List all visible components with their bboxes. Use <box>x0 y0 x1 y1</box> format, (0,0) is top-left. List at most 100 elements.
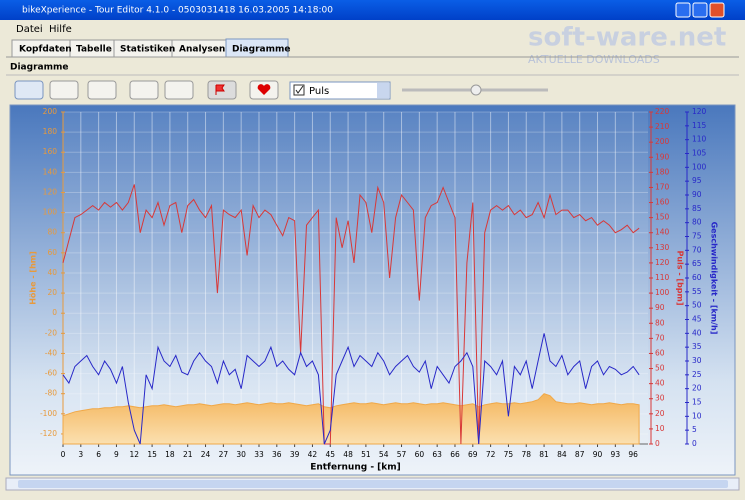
y-tick-label: 0 <box>692 439 697 448</box>
x-tick-label: 84 <box>557 450 567 459</box>
y-tick-label: 20 <box>655 409 665 418</box>
combo-arrow[interactable] <box>377 83 389 98</box>
menu-item[interactable]: Hilfe <box>49 24 72 35</box>
y-tick-label: 55 <box>692 287 702 296</box>
zoom-button[interactable] <box>14 80 44 100</box>
y-tick-label: 50 <box>655 364 665 373</box>
x-tick-label: 30 <box>236 450 246 459</box>
maximize-button[interactable] <box>692 2 708 18</box>
y-tick-label: 100 <box>692 162 707 171</box>
y-tick-label: 65 <box>692 259 702 268</box>
x-tick-label: 15 <box>147 450 157 459</box>
x-tick-label: 18 <box>165 450 175 459</box>
line <box>62 184 640 445</box>
y-axis-title: Höhe - [hm] <box>29 251 38 305</box>
toolbar: Puls <box>14 80 548 100</box>
tab-label: Analysen <box>179 45 225 55</box>
x-tick-label: 87 <box>575 450 585 459</box>
minimize-button[interactable] <box>675 2 691 18</box>
y-tick-label: 150 <box>655 213 670 222</box>
y-tick-label: 60 <box>655 348 665 357</box>
checkbox[interactable] <box>293 84 305 96</box>
x-tick-label: 69 <box>468 450 478 459</box>
y-tick-label: 80 <box>692 218 702 227</box>
y-tick-label: -60 <box>45 369 57 378</box>
y-tick-label: 180 <box>655 167 670 176</box>
area <box>62 393 640 445</box>
y-tick-label: 50 <box>692 301 702 310</box>
x-tick-label: 66 <box>450 450 460 459</box>
close-button[interactable] <box>709 2 725 18</box>
menu-item[interactable]: Datei <box>16 24 43 35</box>
y-tick-label: 80 <box>47 228 57 237</box>
y-tick-label: 120 <box>43 187 58 196</box>
x-tick-label: 42 <box>308 450 318 459</box>
combo-box[interactable] <box>289 81 391 100</box>
combo-label: Puls <box>309 86 329 97</box>
x-tick-label: 78 <box>521 450 531 459</box>
y-tick-label: -80 <box>45 389 57 398</box>
x-tick-label: 36 <box>272 450 282 459</box>
y-tick-label: 5 <box>692 425 697 434</box>
x-tick-label: 3 <box>78 450 83 459</box>
tab-label: Tabelle <box>76 45 112 55</box>
y-tick-label: 70 <box>655 333 665 342</box>
y-tick-label: -40 <box>45 348 57 357</box>
y-tick-label: 160 <box>43 147 58 156</box>
y-tick-label: 30 <box>655 394 665 403</box>
watermark-tagline: AKTUELLE DOWNLOADS <box>528 53 660 66</box>
y-tick-label: 15 <box>692 398 702 407</box>
x-tick-label: 9 <box>114 450 119 459</box>
slider-knob[interactable] <box>470 84 482 96</box>
line <box>62 333 640 445</box>
y-tick-label: 200 <box>655 137 670 146</box>
y-tick-label: 110 <box>692 135 707 144</box>
x-tick-label: 57 <box>397 450 407 459</box>
y-tick-label: -100 <box>40 409 57 418</box>
y-tick-label: 25 <box>692 370 702 379</box>
tab-label: Kopfdaten <box>19 45 72 55</box>
x-tick-label: 6 <box>96 450 101 459</box>
y-tick-label: 115 <box>692 121 707 130</box>
y2-axis-title: Puls - [bpm] <box>676 250 685 305</box>
y-tick-label: 190 <box>655 152 670 161</box>
y-tick-label: 10 <box>692 411 702 420</box>
y-tick-label: 110 <box>655 273 670 282</box>
y-tick-label: 90 <box>655 303 665 312</box>
x-tick-label: 81 <box>539 450 549 459</box>
chart: -120-100-80-60-40-2002040608010012014016… <box>29 107 719 473</box>
y-tick-label: 220 <box>655 107 670 116</box>
x-tick-label: 72 <box>486 450 496 459</box>
export-button[interactable] <box>87 80 117 100</box>
y-tick-label: 70 <box>692 245 702 254</box>
y-tick-label: 85 <box>692 204 702 213</box>
slope-button[interactable] <box>129 80 159 100</box>
x-tick-label: 12 <box>129 450 139 459</box>
y-tick-label: 100 <box>655 288 670 297</box>
y-tick-label: 180 <box>43 127 58 136</box>
y-tick-label: 45 <box>692 315 702 324</box>
y-tick-label: 20 <box>47 288 57 297</box>
map-button[interactable] <box>164 80 194 100</box>
y-tick-label: 75 <box>692 232 702 241</box>
title-bar <box>0 0 745 20</box>
y-tick-label: 40 <box>692 328 702 337</box>
y-tick-label: 120 <box>655 258 670 267</box>
print-button[interactable] <box>49 80 79 100</box>
x-tick-label: 45 <box>325 450 335 459</box>
x-tick-label: 21 <box>183 450 193 459</box>
y-tick-label: 40 <box>655 379 665 388</box>
window-title: bikeXperience - Tour Editor 4.1.0 - 0503… <box>22 6 333 16</box>
scrollbar-thumb[interactable] <box>18 480 728 488</box>
y-tick-label: 200 <box>43 107 58 116</box>
x-tick-label: 24 <box>201 450 211 459</box>
x-tick-label: 54 <box>379 450 389 459</box>
x-tick-label: 33 <box>254 450 264 459</box>
y-tick-label: 130 <box>655 243 670 252</box>
x-axis-title: Entfernung - [km] <box>310 463 401 473</box>
x-tick-label: 39 <box>290 450 300 459</box>
panel-title: Diagramme <box>10 63 68 73</box>
y-tick-label: -120 <box>40 429 57 438</box>
y-tick-label: 40 <box>47 268 57 277</box>
